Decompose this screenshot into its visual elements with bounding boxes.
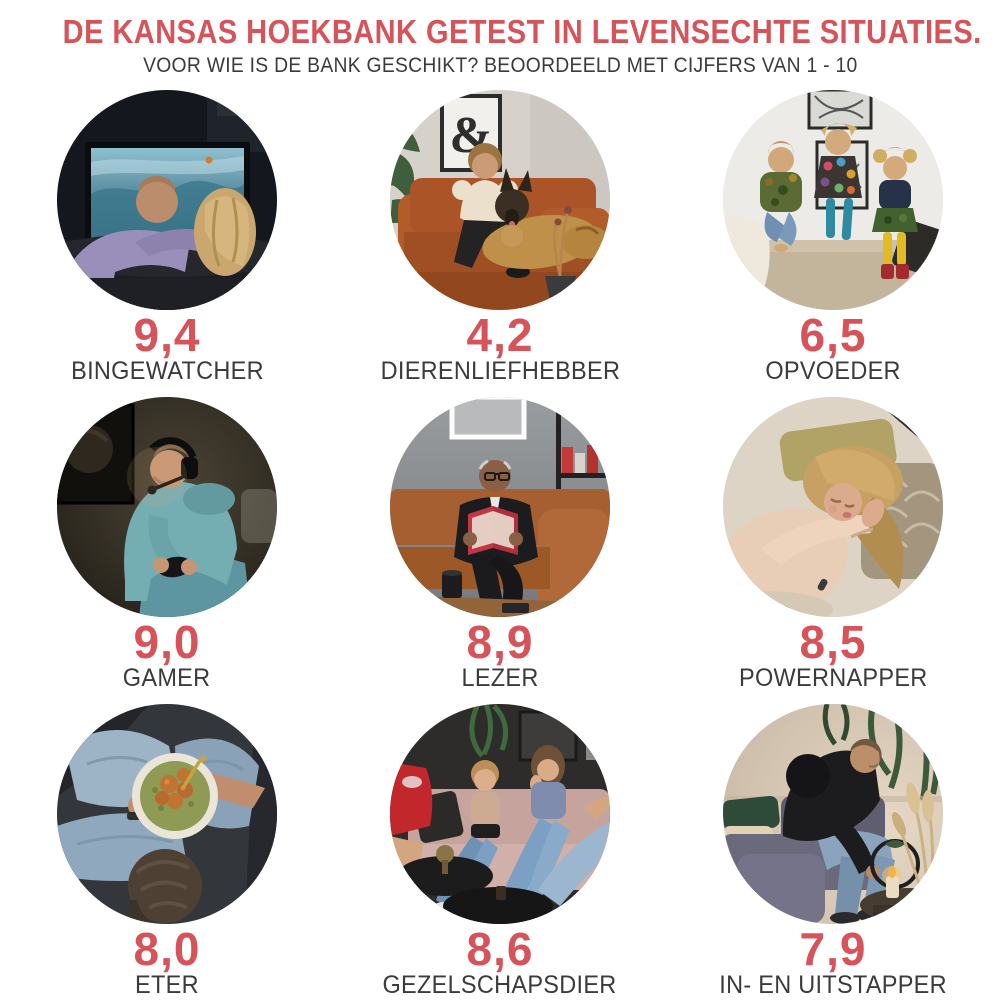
photo-lezer xyxy=(390,397,610,617)
rating-score: 9,4 xyxy=(133,309,201,361)
rating-score: 9,0 xyxy=(133,616,201,668)
rating-card-bingewatcher: 9,4 BINGEWATCHER xyxy=(1,90,334,397)
photo-bingewatcher xyxy=(57,90,277,310)
photo-powernapper xyxy=(723,397,943,617)
rating-card-lezer: 8,9 LEZER xyxy=(334,397,667,704)
rating-score: 8,0 xyxy=(133,923,201,975)
rating-label: DIERENLIEFHEBBER xyxy=(380,357,620,385)
rating-label: BINGEWATCHER xyxy=(70,357,264,385)
rating-card-dierenliefhebber: & xyxy=(334,90,667,397)
photo-gezelschapsdier xyxy=(390,704,610,924)
rating-score: 8,9 xyxy=(466,616,534,668)
photo-dierenliefhebber: & xyxy=(390,90,610,310)
page-title: DE KANSAS HOEKBANK GETEST IN LEVENSECHTE… xyxy=(62,13,982,50)
rating-label: OPVOEDER xyxy=(765,357,901,385)
photo-eter xyxy=(57,704,277,924)
rating-card-gamer: 9,0 GAMER xyxy=(1,397,334,704)
rating-label: GAMER xyxy=(123,664,211,692)
rating-card-powernapper: 8,5 POWERNAPPER xyxy=(667,397,1000,704)
rating-grid: 9,4 BINGEWATCHER & xyxy=(0,90,1000,1000)
photo-opvoeder xyxy=(723,90,943,310)
rating-score: 4,2 xyxy=(466,309,534,361)
photo-gamer xyxy=(57,397,277,617)
rating-card-gezelschapsdier: 8,6 GEZELSCHAPSDIER xyxy=(334,704,667,1000)
rating-label: ETER xyxy=(135,971,199,999)
rating-score: 6,5 xyxy=(799,309,867,361)
rating-score: 8,5 xyxy=(799,616,867,668)
rating-card-eter: 8,0 ETER xyxy=(1,704,334,1000)
rating-card-in-en-uitstapper: 7,9 IN- EN UITSTAPPER xyxy=(667,704,1000,1000)
rating-label: GEZELSCHAPSDIER xyxy=(382,971,618,999)
page-subtitle: VOOR WIE IS DE BANK GESCHIKT? BEOORDEELD… xyxy=(142,54,858,77)
photo-in-en-uitstapper xyxy=(723,704,943,924)
rating-score: 8,6 xyxy=(466,923,534,975)
rating-score: 7,9 xyxy=(799,923,867,975)
rating-label: IN- EN UITSTAPPER xyxy=(719,971,947,999)
rating-card-opvoeder: 6,5 OPVOEDER xyxy=(667,90,1000,397)
rating-label: LEZER xyxy=(461,664,539,692)
header: DE KANSAS HOEKBANK GETEST IN LEVENSECHTE… xyxy=(0,0,1000,78)
rating-label: POWERNAPPER xyxy=(738,664,928,692)
